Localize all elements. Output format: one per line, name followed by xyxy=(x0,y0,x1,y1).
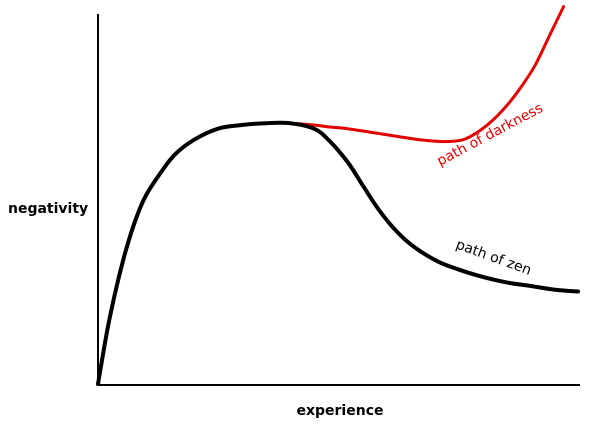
x-axis-label: experience xyxy=(296,403,383,419)
series-layer xyxy=(96,5,580,386)
series-path-of-darkness xyxy=(96,5,566,386)
y-axis-label: negativity xyxy=(8,201,88,217)
path-of-darkness-label: path of darkness xyxy=(434,100,545,169)
series-path-of-zen xyxy=(96,120,580,386)
